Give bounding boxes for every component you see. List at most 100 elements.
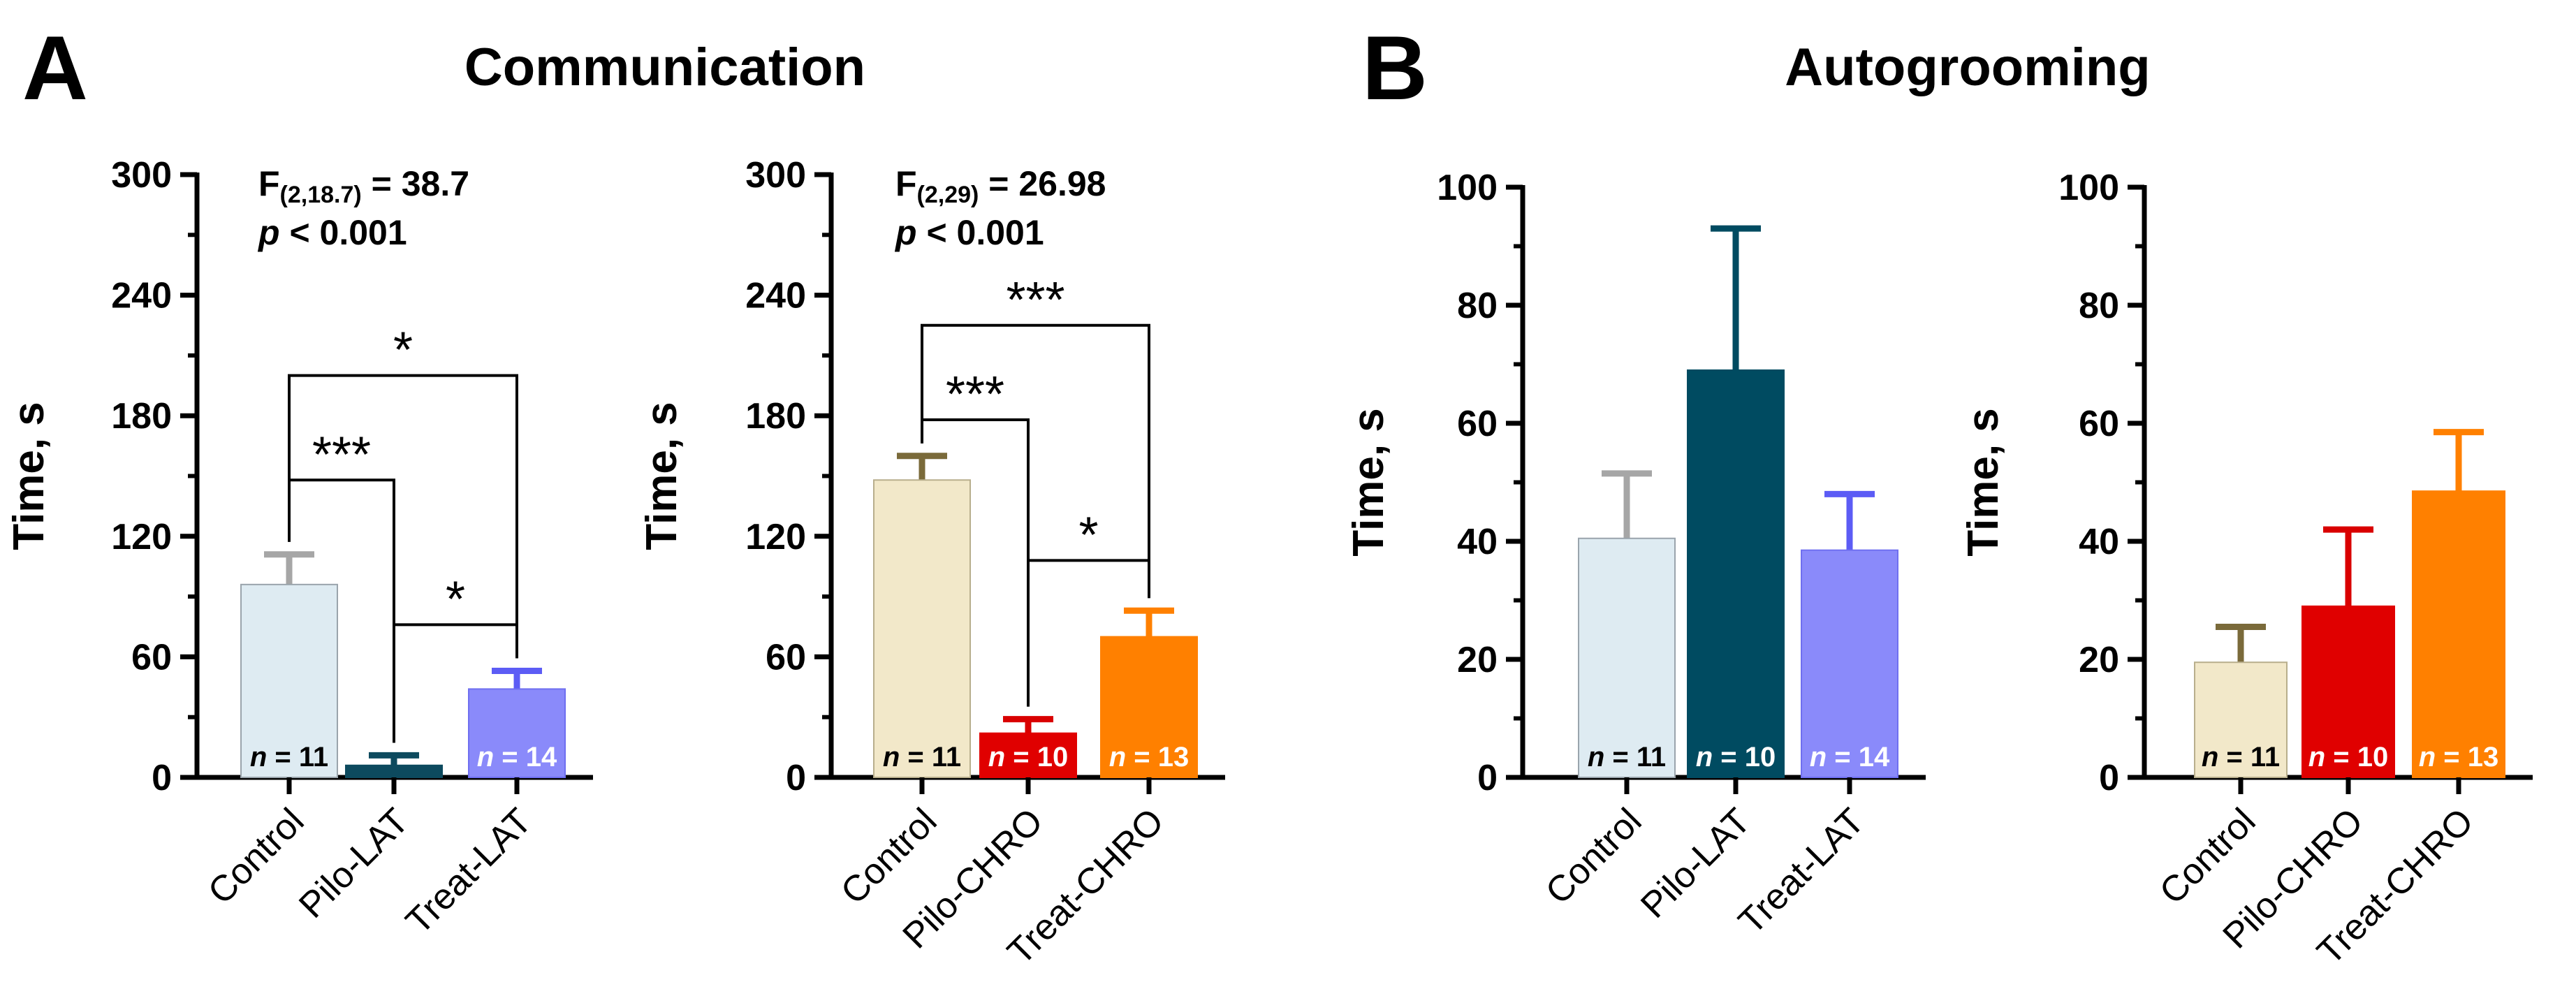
y-tick-label: 0: [1477, 758, 1498, 798]
n-label-count: = 11: [267, 742, 328, 773]
y-tick-label: 180: [111, 396, 172, 437]
stat-p: p < 0.001: [894, 213, 1044, 252]
bar-pilo-chro: [979, 732, 1077, 779]
x-tick-label: Treat-LAT: [1731, 800, 1872, 942]
y-tick-label: 240: [111, 276, 172, 316]
n-label-symbol: n: [2202, 742, 2218, 773]
n-label: n = 10: [988, 742, 1069, 773]
y-tick-label: 180: [745, 396, 806, 437]
significance-label: *: [1078, 507, 1098, 563]
n-label-symbol: n: [1696, 742, 1713, 773]
stat-f-symbol: F: [895, 164, 917, 203]
n-label: n = 10: [1696, 742, 1776, 773]
n-label-count: = 10: [1005, 742, 1068, 773]
bar-treat-chro: [2412, 490, 2505, 778]
n-label-count: = 11: [900, 742, 961, 773]
n-label-symbol: n: [2308, 742, 2325, 773]
y-tick-label: 240: [745, 276, 806, 316]
y-tick-label: 60: [131, 637, 172, 678]
panel-letter-a: A: [22, 17, 88, 119]
bar-pilo-chro: [2301, 605, 2395, 779]
y-axis-label: Time, s: [5, 402, 53, 550]
y-tick-label: 40: [1457, 522, 1498, 562]
bar-control: [2194, 661, 2288, 778]
stat-f: F(2,18.7) = 38.7: [258, 164, 469, 208]
n-label-count: = 13: [2436, 742, 2498, 773]
stat-p: p < 0.001: [257, 213, 407, 252]
panel-title-b: Autogrooming: [1785, 38, 2150, 97]
y-tick-label: 0: [2099, 758, 2119, 798]
y-tick-label: 100: [1437, 168, 1498, 208]
n-label-count: = 13: [1126, 742, 1189, 773]
n-label-count: = 11: [1604, 742, 1666, 773]
n-label: n = 11: [2202, 742, 2280, 773]
n-label-symbol: n: [883, 742, 900, 773]
stat-f-value: = 26.98: [979, 164, 1106, 203]
n-label-count: = 10: [1713, 742, 1776, 773]
y-tick-label: 40: [2079, 522, 2119, 562]
bar-control: [240, 583, 338, 779]
y-tick-label: 60: [2079, 404, 2119, 444]
y-tick-label: 60: [1457, 404, 1498, 444]
stat-f-value: = 38.7: [362, 164, 469, 203]
n-label-count: = 10: [2325, 742, 2388, 773]
stat-f-symbol: F: [258, 164, 280, 203]
n-label-symbol: n: [477, 742, 494, 773]
significance-bracket: [1027, 559, 1150, 707]
n-label: n = 14: [1810, 742, 1890, 773]
significance-label: ***: [946, 367, 1004, 423]
stat-df: (2,18.7): [280, 182, 362, 208]
n-label-symbol: n: [1810, 742, 1827, 773]
n-label-symbol: n: [2419, 742, 2436, 773]
significance-label: *: [393, 323, 413, 379]
n-label: n = 10: [2308, 742, 2389, 773]
stat-f: F(2,29) = 26.98: [895, 164, 1106, 208]
bar-treat-lat: [1801, 549, 1898, 778]
y-tick-label: 0: [152, 758, 172, 798]
bar-treat-chro: [1100, 636, 1198, 779]
y-tick-label: 60: [766, 637, 806, 678]
stat-df: (2,29): [917, 182, 979, 208]
n-label-symbol: n: [250, 742, 267, 773]
y-tick-label: 20: [2079, 640, 2119, 680]
panel-title-a: Communication: [464, 38, 865, 97]
x-tick-label: Control: [1538, 800, 1650, 912]
y-axis-label: Time, s: [1345, 408, 1393, 557]
n-label-count: = 11: [2218, 742, 2280, 773]
bar-control: [1578, 537, 1676, 779]
x-tick-label: Pilo-LAT: [291, 800, 416, 925]
y-tick-label: 20: [1457, 640, 1498, 680]
y-tick-label: 120: [745, 517, 806, 557]
charts: Time, s 0 60 120 180 240 300 Control n = 11 Pilo-…: [5, 155, 2533, 972]
significance-bracket: [288, 374, 518, 659]
n-label-symbol: n: [1109, 742, 1126, 773]
y-axis-label: Time, s: [638, 402, 686, 550]
stat-p-symbol: p: [257, 213, 280, 252]
bar-control: [873, 479, 971, 779]
significance-bracket: [921, 323, 1150, 599]
n-label-symbol: n: [988, 742, 1005, 773]
n-label-count: = 14: [1827, 742, 1890, 773]
n-label: n = 11: [883, 742, 961, 773]
stat-p-symbol: p: [894, 213, 917, 252]
y-tick-label: 120: [111, 517, 172, 557]
n-label: n = 14: [477, 742, 557, 773]
stat-p-value: < 0.001: [917, 213, 1044, 252]
bar-treat-lat: [468, 688, 566, 779]
panel-letter-b: B: [1362, 17, 1428, 119]
y-tick-label: 300: [111, 155, 172, 196]
n-label-count: = 14: [494, 742, 557, 773]
y-axis-label: Time, s: [1959, 408, 2007, 557]
significance-bracket: [393, 623, 518, 743]
y-tick-label: 0: [786, 758, 806, 798]
x-tick-label: Treat-LAT: [398, 800, 539, 942]
n-label: n = 13: [2419, 742, 2499, 773]
significance-label: *: [446, 571, 465, 627]
n-label: n = 13: [1109, 742, 1190, 773]
y-tick-label: 100: [2058, 168, 2119, 208]
